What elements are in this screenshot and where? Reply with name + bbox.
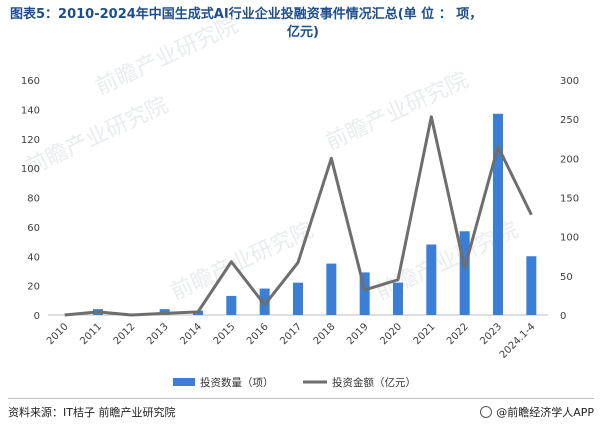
- watermark-text: 前瞻产业研究院: [92, 13, 242, 101]
- brand-text: @前瞻经济学人APP: [496, 406, 594, 419]
- legend-bar-label: 投资数量（项）: [200, 376, 274, 389]
- x-tick-label: 2017: [278, 321, 304, 347]
- bar-2024.1-4: [526, 256, 537, 315]
- y-right-tick-label: 50: [560, 272, 573, 283]
- bar-2023: [493, 113, 503, 315]
- y-right-tick-label: 250: [560, 115, 579, 126]
- y-left-tick-label: 40: [27, 252, 40, 263]
- x-tick-label: 2010: [45, 321, 71, 347]
- watermark-text: 前瞻产业研究院: [322, 68, 472, 156]
- y-left-tick-label: 160: [21, 76, 40, 87]
- legend-line-label: 投资金额（亿元）: [332, 376, 416, 389]
- x-tick-label: 2021: [412, 321, 438, 347]
- brand-logo-icon: [480, 406, 493, 418]
- y-left-tick-label: 100: [21, 164, 40, 175]
- bar-2021: [426, 244, 437, 315]
- x-tick-label: 2013: [145, 321, 171, 347]
- y-left-tick-label: 60: [27, 223, 40, 234]
- y-right-tick-label: 100: [560, 233, 579, 244]
- y-right-tick-label: 300: [560, 76, 579, 87]
- x-tick-label: 2024.1-4: [498, 321, 538, 361]
- bar-2020: [393, 282, 403, 315]
- x-tick-label: 2016: [245, 321, 271, 347]
- y-left-tick-label: 20: [27, 282, 40, 293]
- chart-title-line1: 图表5：2010-2024年中国生成式AI行业企业投融资事件情况汇总(单 位 ：…: [10, 7, 483, 22]
- x-tick-label: 2019: [345, 321, 371, 347]
- x-tick-label: 2011: [78, 321, 104, 347]
- x-tick-label: 2023: [478, 321, 504, 347]
- chart-title-line2: 亿元): [287, 25, 319, 40]
- bar-2017: [293, 282, 303, 315]
- footer-divider: [8, 398, 594, 399]
- x-tick-label: 2012: [112, 321, 138, 347]
- bar-2022: [459, 231, 470, 315]
- x-tick-label: 2020: [378, 321, 404, 347]
- source-note: 资料来源：IT桔子 前瞻产业研究院: [8, 406, 176, 419]
- brand-credit: @前瞻经济学人APP: [480, 404, 594, 420]
- y-left-tick-label: 140: [21, 105, 40, 116]
- bar-2016: [259, 288, 270, 315]
- bar-2018: [326, 263, 337, 315]
- bar-2019: [359, 272, 370, 315]
- x-tick-label: 2015: [212, 321, 238, 347]
- watermark-text: 前瞻产业研究院: [22, 93, 172, 181]
- x-tick-label: 2014: [178, 321, 204, 347]
- y-right-tick-label: 200: [560, 154, 579, 165]
- x-tick-label: 2018: [312, 321, 338, 347]
- y-right-tick-label: 150: [560, 194, 579, 205]
- y-left-tick-label: 0: [34, 311, 40, 322]
- legend-bar-swatch: [173, 378, 195, 386]
- bar-2015: [226, 295, 237, 315]
- y-left-tick-label: 120: [21, 135, 40, 146]
- y-left-tick-label: 80: [27, 194, 40, 205]
- chart-title: 图表5：2010-2024年中国生成式AI行业企业投融资事件情况汇总(单 位 ：…: [10, 6, 596, 42]
- y-right-tick-label: 0: [560, 311, 566, 322]
- x-tick-label: 2022: [445, 321, 471, 347]
